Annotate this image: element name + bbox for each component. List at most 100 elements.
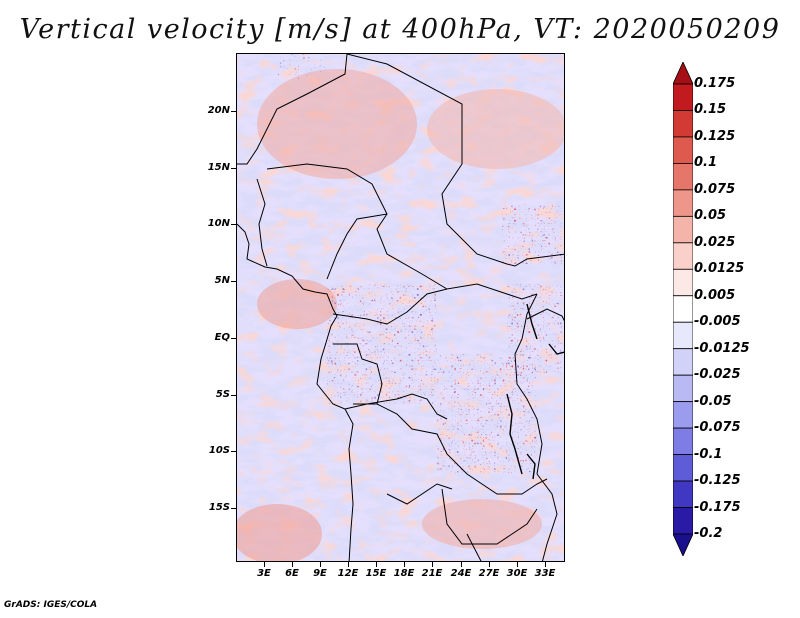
lat-tickmark [231,451,236,452]
border-malawi [536,473,558,561]
border-south [466,533,482,561]
border-central [266,163,538,300]
lat-tick-label: 10N [207,218,230,229]
coastline [237,223,354,561]
colorbar-level-label: 0.15 [694,102,727,118]
map-panel[interactable] [236,53,565,562]
colorbar-level-label: 0.0125 [694,261,745,277]
chart-title: Vertical velocity [m/s] at 400hPa, VT: 2… [19,14,781,45]
colorbar-segment [673,427,693,455]
colorbar-level-label: 0.05 [694,208,727,224]
border-lake-chad [326,213,388,280]
colorbar-level-label: -0.125 [694,473,741,489]
lat-tick-label: EQ [214,332,230,343]
colorbar-level-label: 0.025 [694,234,736,250]
lat-tickmark [231,338,236,339]
colorbar-level-label: -0.0125 [694,340,750,356]
lon-tickmark [292,562,293,567]
lon-tickmark [432,562,433,567]
colorbar-level-label: -0.1 [694,446,723,462]
lon-tick-label: 12E [337,568,359,579]
lon-tick-label: 30E [506,568,528,579]
lat-tickmark [231,281,236,282]
lon-tickmark [517,562,518,567]
colorbar-level-label: -0.025 [694,367,741,383]
colorbar-level-label: -0.075 [694,420,741,436]
footer-credit: GrADS: IGES/COLA [4,600,98,610]
colorbar-level-label: -0.005 [694,314,741,330]
lat-tick-label: 15S [208,502,230,513]
colorbar-level-label: 0.075 [694,181,736,197]
colorbar-segment [673,507,693,535]
lat-tick-label: 15N [207,162,230,173]
lake-mweru [526,453,536,480]
colorbar-segment [673,110,693,138]
lon-tick-label: 3E [257,568,271,579]
lon-tick-label: 18E [393,568,415,579]
colorbar-level-label: 0.1 [694,155,718,171]
colorbar-segment [673,189,693,217]
lon-tick-label: 24E [450,568,472,579]
lon-tickmark [348,562,349,567]
border-nw [237,54,348,165]
colorbar-segment [673,83,693,111]
colorbar-segment [673,295,693,323]
colorbar-segment [673,321,693,350]
lat-tick-label: 20N [207,105,230,116]
colorbar [673,62,693,556]
lat-tickmark [231,224,236,225]
colorbar-segment [673,533,693,556]
border-drc-south [353,403,548,495]
lon-tickmark [461,562,462,567]
lon-tickmark [489,562,490,567]
colorbar-segment [673,454,693,482]
colorbar-segment [673,215,693,244]
colorbar-segment [673,268,693,297]
colorbar-level-label: -0.2 [694,526,723,541]
colorbar-segment [673,163,693,191]
country-borders [237,54,564,561]
lon-tickmark [545,562,546,567]
lat-tick-label: 5N [214,275,230,286]
lakes [506,303,564,480]
lon-tick-label: 27E [478,568,500,579]
colorbar-segments [673,62,693,556]
lon-tick-label: 15E [365,568,387,579]
lon-tick-label: 6E [285,568,299,579]
colorbar-segment [673,242,693,270]
lon-tick-label: 21E [421,568,443,579]
map-field-svg [237,54,564,561]
colorbar-segment [673,62,693,85]
border-gabon [333,343,383,405]
colorbar-level-label: 0.175 [694,76,736,91]
border-west [256,178,268,267]
colorbar-segment [673,136,693,164]
lat-tickmark [231,395,236,396]
colorbar-level-label: 0.125 [694,128,736,144]
colorbar-segment [673,401,693,429]
positive-regions [237,69,564,561]
border-north [346,54,564,267]
colorbar-level-label: -0.05 [694,393,732,409]
border-angola [386,483,453,505]
convective-speckles [277,54,562,474]
border-uganda [526,308,564,322]
lat-tick-label: 10S [208,445,230,456]
lake-victoria-shore [548,343,564,355]
lon-tick-label: 33E [534,568,556,579]
border-zambia [441,488,538,545]
colorbar-level-label: 0.005 [694,287,736,303]
border-car [332,288,448,325]
lon-tickmark [264,562,265,567]
colorbar-level-label: -0.175 [694,499,741,515]
lat-tickmark [231,168,236,169]
lat-tickmark [231,111,236,112]
lon-tickmark [404,562,405,567]
lon-tickmark [376,562,377,567]
lat-tick-label: 5S [215,389,230,400]
lon-tickmark [320,562,321,567]
lake-tanganyika [506,393,523,475]
colorbar-segment [673,348,693,376]
colorbar-segment [673,374,693,403]
lake-albert [526,303,538,340]
